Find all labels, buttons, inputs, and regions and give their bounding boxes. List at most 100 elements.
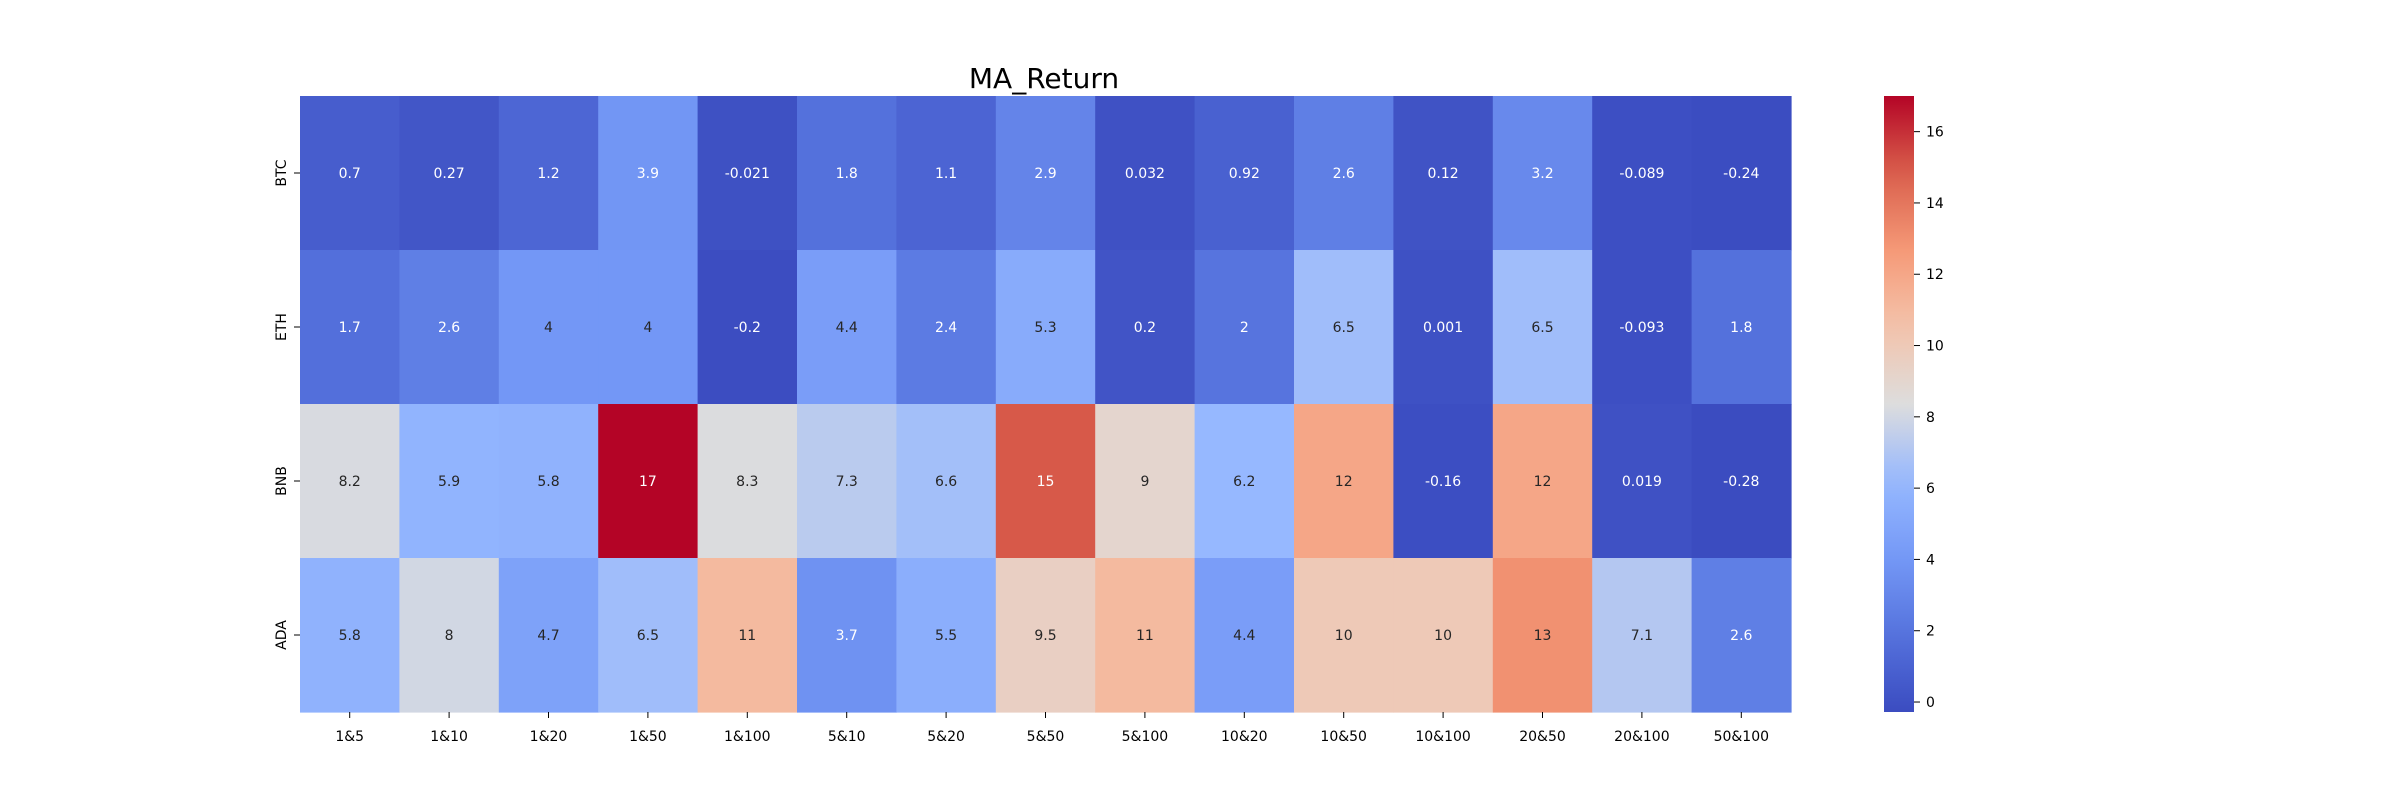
cell-value-label: 3.7 bbox=[836, 628, 858, 644]
x-tick-label: 10&20 bbox=[1221, 729, 1268, 745]
heatmap-cell bbox=[1691, 558, 1792, 713]
colorbar-tick-label: 0 bbox=[1926, 695, 1935, 711]
colorbar-tick-label: 16 bbox=[1926, 125, 1944, 141]
heatmap-cell bbox=[896, 250, 997, 405]
cell-value-label: -0.24 bbox=[1723, 166, 1759, 182]
cell-value-label: 1.7 bbox=[339, 320, 361, 336]
colorbar: 0 2 4 6 8 10 12 14 16 bbox=[1884, 96, 1944, 712]
cell-value-label: 0.92 bbox=[1229, 166, 1260, 182]
cell-value-label: 4.4 bbox=[1233, 628, 1255, 644]
colorbar-gradient bbox=[1884, 96, 1914, 712]
cell-value-label: 11 bbox=[738, 628, 756, 644]
heatmap-cell bbox=[498, 558, 599, 713]
heatmap-cell bbox=[1492, 558, 1593, 713]
x-tick-label: 1&100 bbox=[724, 729, 771, 745]
heatmap-cell bbox=[498, 250, 599, 405]
heatmap-cell bbox=[995, 404, 1096, 559]
cell-value-label: 1.1 bbox=[935, 166, 957, 182]
cell-value-label: 0.27 bbox=[434, 166, 465, 182]
heatmap-cell bbox=[1095, 96, 1196, 251]
cell-value-label: 6.5 bbox=[1333, 320, 1355, 336]
heatmap-cell bbox=[995, 250, 1096, 405]
cell-value-label: 4.4 bbox=[836, 320, 858, 336]
cell-value-label: 8.2 bbox=[339, 474, 361, 490]
x-tick-label: 20&50 bbox=[1519, 729, 1566, 745]
cell-value-label: 6.5 bbox=[1531, 320, 1553, 336]
heatmap-cell bbox=[598, 96, 699, 251]
heatmap-cell bbox=[399, 250, 500, 405]
heatmap-cell bbox=[598, 558, 699, 713]
cell-value-label: 6.2 bbox=[1233, 474, 1255, 490]
cell-value-label: 2.6 bbox=[1730, 628, 1752, 644]
heatmap-cell bbox=[1294, 404, 1394, 559]
x-tick-label: 5&10 bbox=[828, 729, 866, 745]
cell-value-label: 9 bbox=[1140, 474, 1149, 490]
colorbar-tick-label: 6 bbox=[1926, 481, 1935, 497]
cell-value-label: 0.2 bbox=[1134, 320, 1156, 336]
cell-value-label: 4 bbox=[544, 320, 553, 336]
heatmap-cell bbox=[300, 558, 400, 713]
heatmap-cell bbox=[1294, 558, 1394, 713]
cell-value-label: 12 bbox=[1534, 474, 1552, 490]
cell-value-label: 0.019 bbox=[1622, 474, 1662, 490]
cell-value-label: 5.3 bbox=[1034, 320, 1056, 336]
heatmap-cell bbox=[797, 96, 897, 251]
cell-value-label: 6.5 bbox=[637, 628, 659, 644]
x-tick-label: 5&50 bbox=[1027, 729, 1065, 745]
heatmap-cell bbox=[697, 558, 798, 713]
x-tick-label: 1&10 bbox=[430, 729, 468, 745]
cell-value-label: 1.8 bbox=[1730, 320, 1752, 336]
cell-value-label: -0.2 bbox=[734, 320, 761, 336]
x-tick-label: 20&100 bbox=[1614, 729, 1669, 745]
heatmap-cell bbox=[797, 404, 897, 559]
cell-value-label: 4.7 bbox=[537, 628, 559, 644]
heatmap-cell bbox=[1492, 96, 1593, 251]
heatmap-cell bbox=[1691, 404, 1792, 559]
heatmap-cell bbox=[399, 404, 500, 559]
colorbar-tick-label: 12 bbox=[1926, 267, 1944, 283]
x-tick-label: 1&50 bbox=[629, 729, 667, 745]
heatmap-cell bbox=[1294, 250, 1394, 405]
y-tick-label: BTC bbox=[274, 159, 290, 186]
cell-value-label: 7.3 bbox=[836, 474, 858, 490]
heatmap-cell bbox=[1492, 250, 1593, 405]
colorbar-tick-label: 14 bbox=[1926, 196, 1944, 212]
heatmap-cell bbox=[1194, 558, 1295, 713]
heatmap-cell bbox=[1492, 404, 1593, 559]
heatmap-cell bbox=[498, 404, 599, 559]
cell-value-label: 6.6 bbox=[935, 474, 957, 490]
heatmap-cell bbox=[1393, 558, 1494, 713]
cell-value-label: 8.3 bbox=[736, 474, 758, 490]
heatmap-cell bbox=[1691, 250, 1792, 405]
colorbar-tick-label: 2 bbox=[1926, 624, 1935, 640]
heatmap-cell bbox=[1294, 96, 1394, 251]
heatmap-cell bbox=[300, 96, 400, 251]
cell-value-label: -0.089 bbox=[1619, 166, 1664, 182]
cell-value-label: -0.28 bbox=[1723, 474, 1759, 490]
cell-value-label: 5.8 bbox=[537, 474, 559, 490]
cell-value-label: 12 bbox=[1335, 474, 1353, 490]
cell-value-label: 7.1 bbox=[1631, 628, 1653, 644]
heatmap-cell bbox=[1095, 404, 1196, 559]
x-tick-label: 10&100 bbox=[1415, 729, 1470, 745]
colorbar-tick-label: 8 bbox=[1926, 410, 1935, 426]
cell-value-label: 0.032 bbox=[1125, 166, 1165, 182]
heatmap-cell bbox=[1393, 404, 1494, 559]
colorbar-tick-label: 10 bbox=[1926, 339, 1944, 355]
x-tick-label: 1&5 bbox=[335, 729, 364, 745]
heatmap-cell bbox=[1194, 250, 1295, 405]
cell-value-label: 1.8 bbox=[836, 166, 858, 182]
heatmap-cell bbox=[896, 404, 997, 559]
y-tick-label: ETH bbox=[274, 313, 290, 341]
cell-value-label: 0.001 bbox=[1423, 320, 1463, 336]
cell-value-label: 8 bbox=[445, 628, 454, 644]
heatmap-cell bbox=[1095, 558, 1196, 713]
heatmap-cell bbox=[697, 250, 798, 405]
x-tick-label: 10&50 bbox=[1320, 729, 1367, 745]
cell-value-label: 3.2 bbox=[1531, 166, 1553, 182]
heatmap-cell bbox=[498, 96, 599, 251]
heatmap-cell bbox=[1592, 250, 1693, 405]
cell-value-label: 2 bbox=[1240, 320, 1249, 336]
y-axis-ticks: BTC ETH BNB ADA bbox=[274, 159, 300, 650]
heatmap-cell bbox=[1194, 404, 1295, 559]
